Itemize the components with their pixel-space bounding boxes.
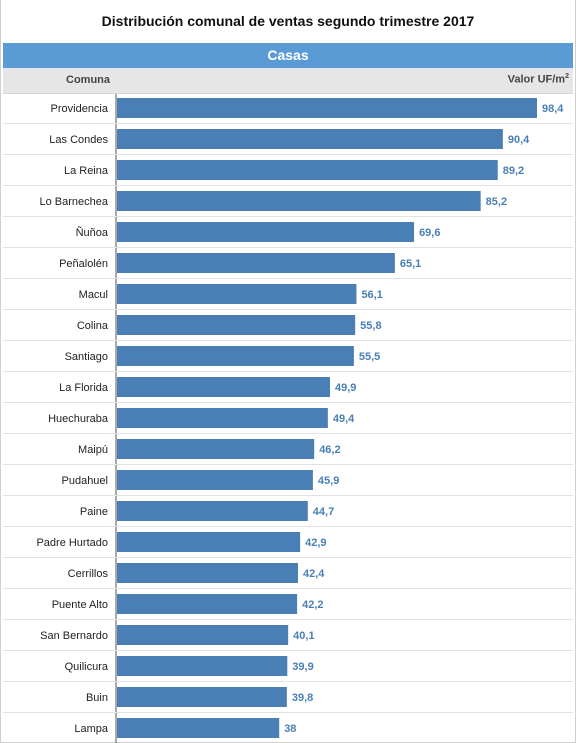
category-label: San Bernardo: [40, 630, 108, 642]
category-label: Providencia: [51, 103, 109, 115]
value-label: 44,7: [313, 506, 334, 518]
bar: [117, 408, 328, 428]
bar: [117, 501, 308, 521]
bar: [117, 470, 313, 490]
value-label: 40,1: [293, 630, 314, 642]
bar: [117, 625, 289, 645]
value-label: 49,4: [333, 413, 355, 425]
bar: [117, 346, 354, 366]
bar: [117, 439, 315, 459]
value-label: 55,5: [359, 351, 380, 363]
bar: [117, 377, 330, 397]
chart-title: Distribución comunal de ventas segundo t…: [101, 13, 475, 29]
value-label: 42,2: [302, 599, 323, 611]
bar: [117, 160, 498, 180]
bar: [117, 222, 415, 242]
category-label: Las Condes: [49, 134, 108, 146]
bar: [117, 129, 503, 149]
category-label: Santiago: [65, 351, 108, 363]
value-label: 98,4: [542, 103, 564, 115]
category-label: La Florida: [59, 382, 109, 394]
value-label: 69,6: [419, 227, 440, 239]
bar: [117, 718, 280, 738]
column-header-valor: Valor UF/m2: [508, 73, 569, 86]
category-label: Lampa: [74, 723, 109, 735]
value-label: 38: [284, 723, 296, 735]
category-label: Peñalolén: [59, 258, 108, 270]
category-label: Maipú: [78, 444, 108, 456]
bar: [117, 563, 298, 583]
bar: [117, 656, 288, 676]
category-label: Cerrillos: [68, 568, 109, 580]
value-label: 56,1: [361, 289, 382, 301]
category-label: Padre Hurtado: [36, 537, 108, 549]
category-label: Puente Alto: [52, 599, 108, 611]
value-label: 89,2: [503, 165, 524, 177]
value-label: 45,9: [318, 475, 339, 487]
value-label: 90,4: [508, 134, 530, 146]
bar: [117, 315, 356, 335]
column-header-comuna: Comuna: [66, 74, 110, 86]
category-label: Pudahuel: [62, 475, 109, 487]
bar: [117, 191, 481, 211]
section-header-casas: Casas: [3, 43, 573, 68]
bar: [117, 532, 301, 552]
category-label: Macul: [79, 289, 108, 301]
column-header-row: Comuna Valor UF/m2: [3, 68, 573, 94]
value-label: 39,8: [292, 692, 313, 704]
category-label: Quilicura: [65, 661, 109, 673]
category-label: Paine: [80, 506, 108, 518]
category-label: Buin: [86, 692, 108, 704]
category-label: Huechuraba: [48, 413, 109, 425]
value-label: 39,9: [292, 661, 313, 673]
value-label: 42,4: [303, 568, 325, 580]
bar: [117, 594, 298, 614]
bar: [117, 284, 357, 304]
value-label: 85,2: [486, 196, 507, 208]
value-label: 65,1: [400, 258, 421, 270]
category-label: Colina: [77, 320, 109, 332]
column-header-valor-text: Valor UF/m: [507, 73, 566, 86]
bar: [117, 98, 537, 118]
value-label: 46,2: [319, 444, 340, 456]
value-label: 49,9: [335, 382, 356, 394]
value-label: 42,9: [305, 537, 326, 549]
bar: [117, 253, 395, 273]
category-label: La Reina: [64, 165, 109, 177]
category-label: Lo Barnechea: [40, 196, 109, 208]
value-label: 55,8: [360, 320, 381, 332]
category-label: Ñuñoa: [76, 226, 109, 239]
bar: [117, 687, 287, 707]
column-header-valor-sup: 2: [565, 73, 569, 80]
bar-chart: Providencia 98,4 Las Condes 90,4 La Reina 89,…: [3, 94, 573, 743]
